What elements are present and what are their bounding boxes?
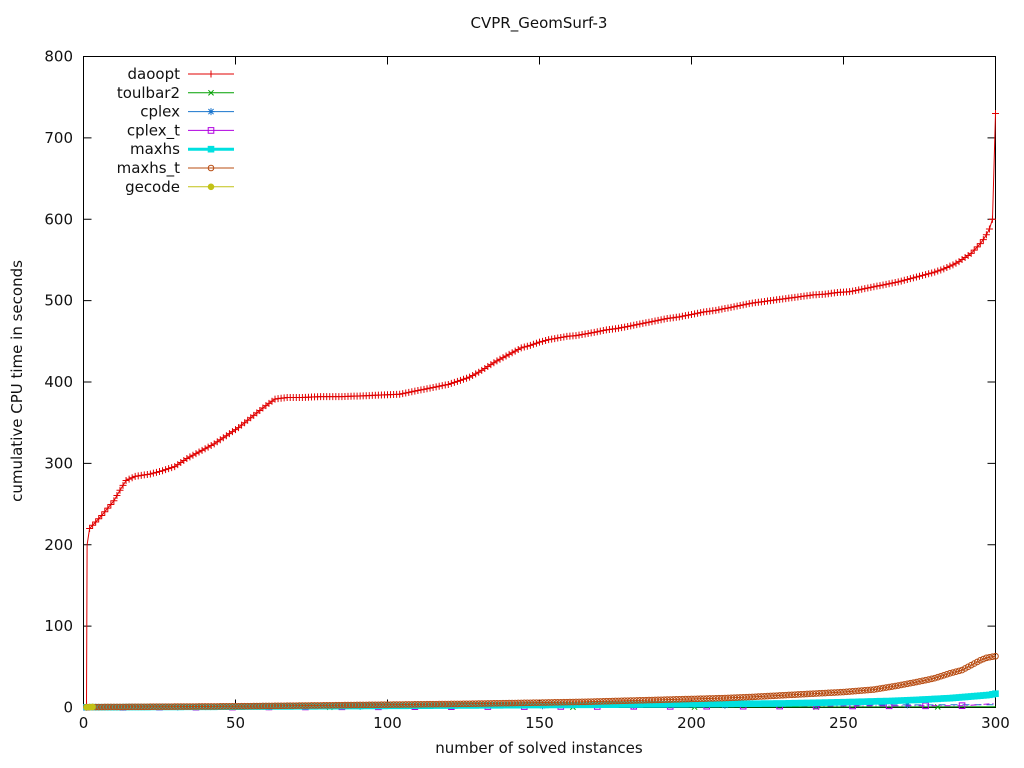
chart-title: CVPR_GeomSurf-3 xyxy=(470,14,608,32)
legend-marker-maxhs xyxy=(207,145,215,153)
y-tick-label: 200 xyxy=(44,536,73,554)
x-axis-label: number of solved instances xyxy=(435,739,643,757)
legend-label-daoopt: daoopt xyxy=(128,65,181,83)
x-tick-label: 150 xyxy=(525,714,554,732)
y-tick-label: 700 xyxy=(44,129,73,147)
legend-label-cplex_t: cplex_t xyxy=(127,121,180,140)
y-tick-label: 0 xyxy=(63,699,73,717)
series-gecode-markers xyxy=(83,703,96,711)
y-tick-label: 100 xyxy=(44,617,73,635)
legend-marker-maxhs_t xyxy=(207,164,215,172)
y-tick-label: 500 xyxy=(44,292,73,310)
legend-marker-daoopt xyxy=(207,70,215,78)
legend-label-maxhs: maxhs xyxy=(130,140,180,158)
legend-marker-gecode xyxy=(207,183,215,191)
x-tick-label: 250 xyxy=(829,714,858,732)
series-daoopt-markers xyxy=(83,109,999,709)
y-tick-label: 600 xyxy=(44,210,73,228)
x-tick-label: 0 xyxy=(79,714,89,732)
x-tick-label: 50 xyxy=(226,714,245,732)
legend-marker-cplex xyxy=(207,108,215,116)
y-tick-label: 400 xyxy=(44,373,73,391)
legend-label-maxhs_t: maxhs_t xyxy=(117,159,181,178)
x-tick-label: 300 xyxy=(981,714,1010,732)
legend-marker-toulbar2 xyxy=(208,89,214,96)
plot-border xyxy=(83,56,996,708)
legend-label-cplex: cplex xyxy=(140,103,180,121)
y-tick-label: 800 xyxy=(44,48,73,66)
legend-label-toulbar2: toulbar2 xyxy=(117,84,180,102)
y-tick-label: 300 xyxy=(44,454,73,472)
legend-marker-cplex_t xyxy=(207,127,215,134)
x-tick-label: 200 xyxy=(677,714,706,732)
legend-label-gecode: gecode xyxy=(125,178,180,196)
series-daoopt-line xyxy=(86,113,996,706)
x-tick-label: 100 xyxy=(373,714,402,732)
